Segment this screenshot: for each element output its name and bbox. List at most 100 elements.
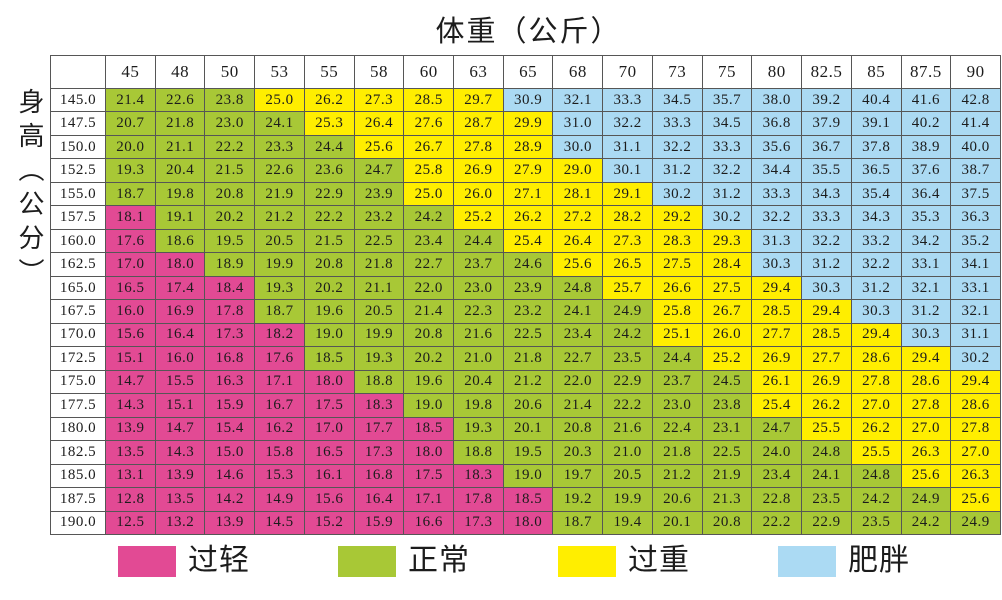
bmi-cell: 20.2 (205, 206, 256, 230)
bmi-cell: 39.1 (851, 112, 902, 136)
bmi-cell: 29.1 (603, 182, 653, 207)
bmi-cell: 25.5 (851, 441, 902, 465)
bmi-cell: 17.3 (454, 511, 504, 535)
bmi-cell: 28.6 (851, 347, 902, 371)
bmi-cell: 15.1 (155, 394, 206, 418)
bmi-cell: 18.2 (255, 323, 305, 348)
bmi-cell: 22.9 (802, 511, 852, 535)
bmi-cell: 27.8 (901, 394, 952, 418)
bmi-cell: 24.8 (553, 276, 604, 301)
weight-header-cell: 80 (752, 56, 803, 89)
bmi-cell: 17.4 (155, 276, 206, 301)
bmi-cell: 20.1 (503, 417, 554, 442)
bmi-cell: 16.5 (304, 441, 355, 465)
bmi-cell: 12.8 (106, 488, 156, 512)
bmi-cell: 18.5 (304, 347, 355, 371)
bmi-cell: 21.3 (702, 488, 753, 512)
bmi-cell: 24.1 (255, 112, 305, 136)
bmi-cell: 27.5 (702, 276, 753, 301)
legend-swatch-overweight (558, 545, 616, 577)
bmi-cell: 38.0 (752, 89, 803, 113)
bmi-cell: 26.9 (802, 370, 852, 395)
height-label-cell: 150.0 (51, 135, 106, 160)
bmi-cell: 27.1 (503, 182, 554, 207)
bmi-cell: 29.7 (454, 89, 504, 113)
height-label-cell: 185.0 (51, 464, 106, 489)
bmi-cell: 24.1 (802, 464, 852, 489)
bmi-cell: 16.4 (354, 488, 405, 512)
bmi-cell: 20.4 (454, 370, 504, 395)
bmi-cell: 23.5 (851, 511, 902, 535)
bmi-cell: 22.7 (404, 253, 455, 277)
bmi-cell: 28.5 (752, 300, 803, 324)
bmi-cell: 19.3 (106, 159, 156, 183)
bmi-cell: 22.6 (155, 89, 206, 113)
weight-header-cell: 60 (404, 56, 455, 89)
height-label-cell: 170.0 (51, 323, 106, 348)
bmi-cell: 13.9 (155, 464, 206, 489)
bmi-cell: 17.3 (354, 441, 405, 465)
bmi-cell: 20.5 (354, 300, 405, 324)
bmi-cell: 29.4 (951, 370, 1001, 395)
bmi-cell: 35.5 (802, 159, 852, 183)
bmi-cell: 33.3 (702, 135, 753, 160)
bmi-cell: 31.3 (752, 229, 803, 254)
bmi-cell: 21.1 (354, 276, 405, 301)
height-label-cell: 147.5 (51, 112, 106, 136)
bmi-cell: 19.6 (304, 300, 355, 324)
height-label-cell: 145.0 (51, 89, 106, 113)
bmi-cell: 22.9 (603, 370, 653, 395)
bmi-cell: 28.2 (603, 206, 653, 230)
bmi-cell: 18.0 (503, 511, 554, 535)
bmi-cell: 27.8 (454, 135, 504, 160)
bmi-cell: 34.3 (851, 206, 902, 230)
bmi-cell: 19.1 (155, 206, 206, 230)
bmi-cell: 18.5 (404, 417, 455, 442)
bmi-cell: 39.2 (802, 89, 852, 113)
bmi-cell: 18.8 (354, 370, 405, 395)
bmi-cell: 32.2 (752, 206, 803, 230)
height-label-cell: 190.0 (51, 511, 106, 535)
legend-swatch-underweight (118, 545, 176, 577)
bmi-cell: 16.5 (106, 276, 156, 301)
bmi-cell: 22.5 (503, 323, 554, 348)
bmi-cell: 14.9 (255, 488, 305, 512)
bmi-cell: 24.8 (851, 464, 902, 489)
bmi-cell: 16.0 (155, 347, 206, 371)
bmi-cell: 24.2 (404, 206, 455, 230)
bmi-cell: 22.4 (652, 417, 703, 442)
bmi-cell: 35.4 (851, 182, 902, 207)
bmi-cell: 31.1 (951, 323, 1001, 348)
bmi-cell: 20.2 (404, 347, 455, 371)
bmi-cell: 26.3 (901, 441, 952, 465)
bmi-cell: 25.4 (503, 229, 554, 254)
bmi-cell: 26.7 (702, 300, 753, 324)
bmi-cell: 24.6 (503, 253, 554, 277)
bmi-cell: 27.6 (404, 112, 455, 136)
bmi-cell: 24.4 (652, 347, 703, 371)
bmi-cell: 26.7 (404, 135, 455, 160)
bmi-cell: 26.9 (752, 347, 803, 371)
bmi-cell: 20.8 (404, 323, 455, 348)
bmi-cell: 25.0 (404, 182, 455, 207)
bmi-cell: 33.1 (901, 253, 952, 277)
bmi-cell: 20.8 (304, 253, 355, 277)
bmi-cell: 19.8 (155, 182, 206, 207)
bmi-cell: 21.2 (652, 464, 703, 489)
bmi-cell: 18.6 (155, 229, 206, 254)
bmi-cell: 32.2 (851, 253, 902, 277)
bmi-cell: 13.1 (106, 464, 156, 489)
bmi-cell: 37.5 (951, 182, 1001, 207)
bmi-cell: 34.5 (652, 89, 703, 113)
bmi-cell: 21.5 (304, 229, 355, 254)
bmi-cell: 17.6 (106, 229, 156, 254)
bmi-cell: 19.2 (553, 488, 604, 512)
bmi-cell: 37.9 (802, 112, 852, 136)
bmi-cell: 20.7 (106, 112, 156, 136)
bmi-cell: 28.9 (503, 135, 554, 160)
bmi-cell: 16.9 (155, 300, 206, 324)
bmi-cell: 15.5 (155, 370, 206, 395)
bmi-cell: 30.9 (503, 89, 554, 113)
bmi-cell: 30.3 (851, 300, 902, 324)
bmi-cell: 15.6 (304, 488, 355, 512)
